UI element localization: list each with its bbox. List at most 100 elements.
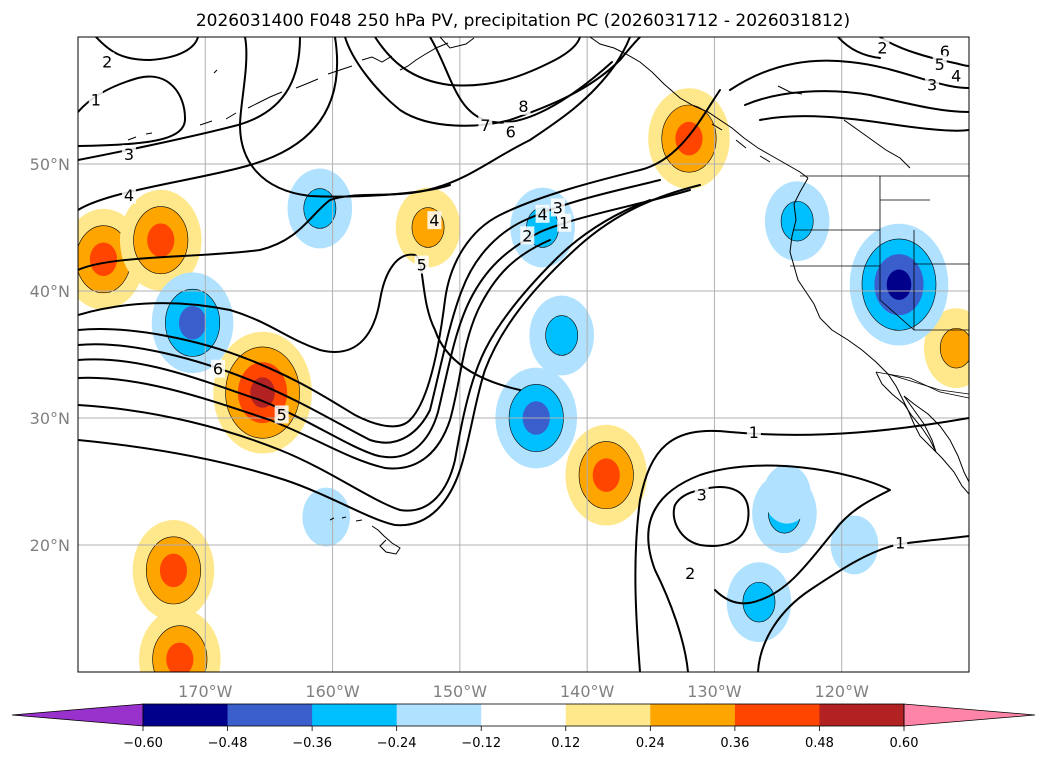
precip-pc-region-14-level-1 bbox=[780, 200, 814, 242]
pv-contour-label-bg bbox=[211, 359, 226, 378]
lat-lon-gridlines bbox=[78, 37, 969, 672]
pv-contour-label-bg bbox=[88, 90, 103, 109]
pv-contour-1-south bbox=[634, 417, 969, 672]
lon-tick-label: 160°W bbox=[305, 682, 360, 701]
precip-pc-region-16-level-1 bbox=[742, 581, 776, 623]
pv-contour-label: 2 bbox=[102, 52, 112, 71]
alaska-coast bbox=[439, 37, 809, 179]
pv-contour-label: 4 bbox=[429, 211, 439, 230]
pv-contour-label: 3 bbox=[553, 198, 563, 217]
colorbar-tick-label: 0.12 bbox=[551, 736, 580, 751]
pv-contour-label: 1 bbox=[91, 91, 101, 110]
precip-pc-region-0-level-2 bbox=[89, 242, 118, 277]
pv-contour-label-bg bbox=[121, 185, 136, 204]
pv-contour-trough-d bbox=[78, 239, 551, 470]
pv-contour-label-bg bbox=[503, 122, 518, 141]
pv-contour-label-bg bbox=[427, 211, 442, 230]
colorbar-tick-label: 0.60 bbox=[890, 736, 919, 751]
precip-pc-region-3-level-2 bbox=[159, 553, 188, 588]
pv-contour-trough-b bbox=[78, 179, 661, 444]
pv-contour-label-bg bbox=[274, 405, 289, 424]
pv-contour-2-northwest bbox=[95, 37, 199, 61]
colorbar-segment bbox=[565, 704, 651, 726]
pv-contour-6-northeast bbox=[879, 37, 969, 67]
pv-contour-label: 7 bbox=[480, 116, 490, 135]
pv-contour-label: 5 bbox=[417, 256, 427, 275]
pv-contour-3-closed-low bbox=[672, 486, 750, 547]
pv-contour-label: 2 bbox=[685, 564, 695, 583]
lon-tick-label: 120°W bbox=[815, 682, 870, 701]
pv-contour-label-bg bbox=[414, 255, 429, 274]
precip-pc-region-2-level-3 bbox=[250, 377, 275, 408]
pv-contour-1-southeast bbox=[757, 535, 969, 672]
map-frame bbox=[77, 36, 970, 673]
lon-tick-label: 170°W bbox=[178, 682, 233, 701]
pv-contour-label: 6 bbox=[213, 360, 223, 379]
colorbar-segment bbox=[143, 704, 229, 726]
mexico-coast bbox=[903, 395, 969, 483]
precip-pc-region-8-level-1 bbox=[939, 327, 969, 369]
precip-pc-region-4-level-2 bbox=[166, 642, 194, 672]
pv-contour-6-trough bbox=[78, 253, 521, 391]
pv-contour-label-bg bbox=[875, 38, 890, 57]
aleutian-islands bbox=[199, 42, 449, 126]
hawaiian-islands bbox=[329, 516, 401, 555]
pv-contour-trough-f bbox=[78, 184, 701, 527]
pv-contour-label-bg bbox=[893, 533, 908, 552]
pv-contour-label-bg bbox=[100, 52, 115, 71]
pv-contour-trough-e bbox=[78, 199, 651, 512]
pv-contour-label: 1 bbox=[749, 423, 759, 442]
baja-california bbox=[875, 371, 937, 453]
precip-pc-region-9-level-2 bbox=[178, 305, 207, 340]
pv-contour-label: 3 bbox=[697, 485, 707, 504]
colorbar-segment bbox=[396, 704, 482, 726]
chart-title: 2026031400 F048 250 hPa PV, precipitatio… bbox=[196, 11, 850, 31]
pv-contour-label-bg bbox=[121, 145, 136, 164]
pv-contour-2-south bbox=[647, 464, 891, 672]
colorbar-segment bbox=[312, 704, 398, 726]
colorbar-tick-label: −0.60 bbox=[123, 736, 163, 751]
pv-contour-label-bg bbox=[478, 115, 493, 134]
pv-contour-label-bg bbox=[520, 226, 535, 245]
precip-pc-region-12-level-1 bbox=[545, 315, 579, 356]
colorbar-tick-label: −0.36 bbox=[292, 736, 332, 751]
pv-contour-label-bg bbox=[683, 564, 698, 583]
colorbar-tick-label: 0.36 bbox=[720, 736, 749, 751]
precip-pc-region-1-level-2 bbox=[147, 223, 175, 257]
small-islands-northwest bbox=[127, 69, 218, 141]
pv-contour-8 bbox=[374, 37, 581, 87]
colorbar-tick-label: −0.12 bbox=[461, 736, 501, 751]
pv-contour-label: 8 bbox=[518, 97, 528, 116]
lon-tick-label: 130°W bbox=[687, 682, 742, 701]
pv-contour-label: 1 bbox=[559, 214, 569, 233]
colorbar: −0.60 −0.48 −0.36 −0.24 −0.12 0.12 0.24 0.36 0.4… bbox=[11, 703, 1036, 751]
west-coast-north-america bbox=[789, 177, 969, 495]
pv-contour-label: 1 bbox=[895, 534, 905, 553]
lon-tick-label: 140°W bbox=[560, 682, 615, 701]
precip-pc-region-15-level-3 bbox=[886, 269, 912, 300]
colorbar-tick-label: 0.24 bbox=[636, 736, 665, 751]
pv-contour-label: 3 bbox=[927, 75, 937, 94]
pv-contour-label-bg bbox=[516, 96, 531, 115]
colorbar-extend-low bbox=[11, 703, 144, 727]
pv-contour-label: 4 bbox=[537, 205, 547, 224]
precipitation-pc-shading bbox=[78, 88, 969, 672]
pv-contour-2-northeast bbox=[837, 37, 881, 59]
pv-contour-label: 3 bbox=[124, 145, 134, 164]
bc-coast-inlets bbox=[711, 85, 911, 169]
pv-contour-label: 2 bbox=[522, 226, 532, 245]
pv-contour-label: 4 bbox=[951, 66, 961, 85]
lat-tick-label: 40°N bbox=[30, 282, 70, 301]
precip-pc-region-7-level-2 bbox=[592, 458, 620, 492]
pv-contour-trough-a bbox=[78, 89, 721, 428]
pv-contour-label-bg bbox=[550, 198, 565, 217]
pv-contour-label-bg bbox=[949, 66, 964, 85]
pv-contour-label-bg bbox=[932, 54, 947, 73]
pv-contour-label-bg bbox=[746, 423, 761, 442]
colorbar-segment bbox=[819, 704, 905, 726]
pv-contour-label: 5 bbox=[935, 55, 945, 74]
pv-contour-label-bg bbox=[925, 75, 940, 94]
colorbar-extend-high bbox=[903, 703, 1036, 727]
pv-contour-5-northeast bbox=[759, 115, 969, 132]
